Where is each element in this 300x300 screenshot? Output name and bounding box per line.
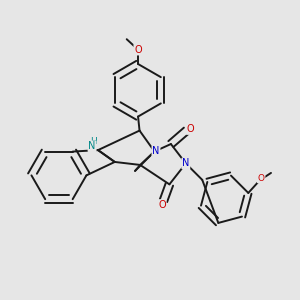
Text: H: H bbox=[90, 136, 97, 146]
Text: N: N bbox=[88, 141, 96, 151]
Text: O: O bbox=[258, 173, 265, 182]
Text: O: O bbox=[187, 124, 194, 134]
Text: O: O bbox=[134, 45, 142, 55]
Text: O: O bbox=[158, 200, 166, 210]
Text: N: N bbox=[182, 158, 190, 168]
Text: N: N bbox=[152, 146, 160, 157]
